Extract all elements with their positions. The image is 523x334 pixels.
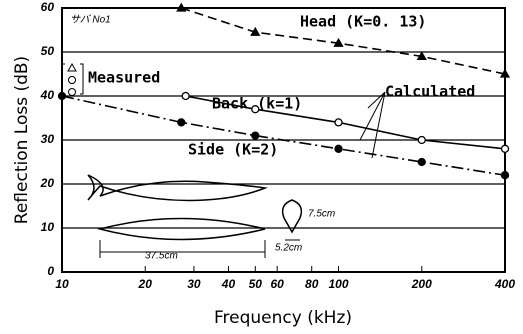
marker	[251, 105, 260, 114]
fish-side	[87, 174, 268, 202]
x-tick-label: 400	[494, 277, 515, 291]
x-tick-label: 40	[221, 277, 236, 291]
marker	[500, 144, 510, 153]
x-tick-label: 200	[411, 277, 432, 291]
calculated-label: Calculated	[385, 83, 475, 101]
x-tick-label: 20	[138, 277, 153, 291]
x-axis-title: Frequency (kHz)	[214, 308, 352, 328]
marker	[251, 131, 260, 140]
marker	[417, 157, 426, 167]
marker	[177, 118, 186, 127]
y-tick-label: 30	[41, 132, 55, 146]
length-label: 37.5cm	[145, 251, 178, 262]
y-tick-label: 40	[40, 88, 55, 102]
series-label: Side (K=2)	[188, 141, 278, 159]
legend-circle	[68, 76, 76, 84]
arrows	[359, 91, 386, 159]
marker	[500, 171, 510, 180]
y-tick-label: 20	[40, 176, 55, 190]
height-label: 7.5cm	[308, 209, 335, 220]
fish-section	[281, 199, 303, 234]
series-label: Back (k=1)	[212, 95, 302, 113]
marker	[333, 37, 344, 47]
series-line	[61, 95, 506, 176]
x-tick-label: 60	[270, 277, 284, 291]
x-tick-label: 30	[187, 277, 201, 291]
x-tick-label: 80	[305, 277, 319, 291]
marker	[334, 118, 343, 127]
marker	[181, 91, 190, 101]
series-label: Head (K=0. 13)	[300, 13, 426, 31]
measured-label: Measured	[88, 69, 160, 87]
marker	[57, 91, 67, 101]
marker	[250, 26, 261, 36]
y-tick-label: 50	[41, 44, 55, 58]
dim-lines	[99, 239, 300, 258]
marker	[176, 2, 187, 12]
species-label: サバ No1	[70, 14, 111, 26]
y-tick-label: 10	[41, 220, 55, 234]
marker	[416, 51, 427, 61]
marker	[417, 135, 426, 145]
y-tick-label: 60	[41, 0, 55, 14]
legend-circle	[68, 88, 76, 96]
fish-top	[97, 217, 266, 241]
y-axis-title: Reflection Loss (dB)	[12, 56, 32, 224]
x-tick-label: 10	[55, 277, 69, 291]
legend-bracket	[61, 63, 84, 95]
x-tick-label: 50	[249, 277, 263, 291]
marker	[499, 68, 511, 78]
y-tick-label: 0	[47, 264, 54, 278]
legend-triangle	[67, 62, 77, 72]
x-tick-label: 100	[329, 277, 349, 291]
marker	[334, 144, 343, 153]
width-label: 5.2cm	[275, 243, 302, 254]
